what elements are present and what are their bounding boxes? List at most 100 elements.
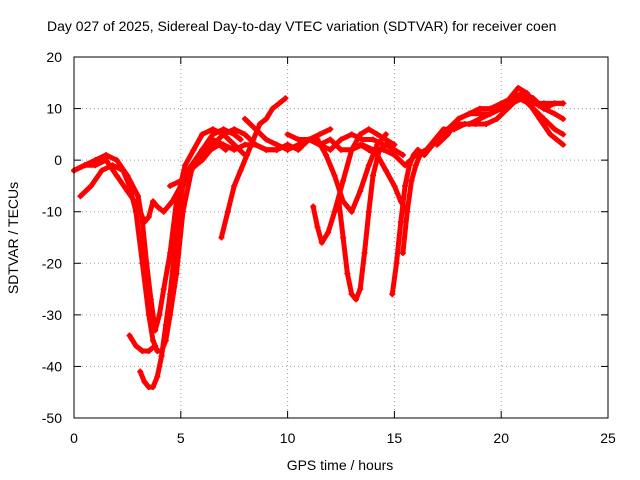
data-point-marker (327, 126, 334, 133)
data-point-marker (402, 182, 409, 189)
data-point-marker (338, 146, 344, 153)
data-point-marker (113, 172, 120, 179)
data-point-marker (560, 100, 567, 107)
x-tick-label: 20 (493, 430, 509, 446)
data-point-marker (382, 167, 389, 174)
x-tick-label: 25 (600, 430, 616, 446)
data-point-marker (423, 146, 430, 153)
data-point-marker (551, 100, 558, 107)
data-point-marker (532, 100, 539, 107)
data-point-marker (154, 203, 161, 210)
data-point-marker (391, 146, 398, 153)
data-point-marker (357, 141, 364, 148)
data-point-marker (231, 131, 238, 138)
data-point-marker (404, 208, 411, 215)
data-point-marker (560, 115, 567, 122)
y-axis-label: SDTVAR / TECUs (5, 182, 21, 294)
x-tick-label: 5 (177, 430, 185, 446)
data-point-marker (327, 136, 334, 143)
data-point-marker (160, 208, 167, 215)
data-point-marker (269, 105, 276, 112)
data-point-marker (132, 208, 139, 215)
data-point-marker (551, 126, 558, 133)
data-point-marker (237, 167, 244, 174)
series-line-track-15 (285, 131, 387, 153)
series-line-track-2 (71, 126, 248, 333)
data-point-marker (515, 84, 522, 91)
data-point-marker (444, 131, 451, 138)
data-point-marker (141, 378, 148, 385)
y-tick-label: -40 (42, 358, 62, 374)
data-point-marker (145, 213, 152, 220)
data-point-marker (231, 141, 238, 148)
data-point-marker (461, 121, 468, 128)
data-point-marker (370, 172, 377, 179)
data-point-marker (241, 141, 248, 148)
data-point-marker (374, 131, 381, 138)
data-point-marker (263, 115, 270, 122)
data-point-marker (250, 136, 257, 143)
data-point-marker (190, 146, 197, 153)
y-tick-label: 10 (46, 101, 62, 117)
data-point-marker (359, 136, 366, 143)
data-point-marker (231, 182, 238, 189)
data-point-marker (156, 311, 163, 318)
data-point-marker (560, 131, 567, 138)
data-point-marker (88, 182, 95, 189)
data-point-marker (263, 146, 270, 153)
data-point-marker (399, 151, 406, 158)
data-point-marker (160, 286, 167, 293)
data-point-marker (216, 141, 223, 148)
data-point-marker (393, 260, 400, 267)
data-point-marker (338, 136, 344, 143)
data-point-marker (167, 291, 174, 298)
data-point-marker (152, 342, 159, 349)
data-point-marker (382, 131, 389, 138)
data-point-marker (199, 151, 206, 158)
data-point-marker (357, 188, 364, 195)
data-point-marker (365, 146, 372, 153)
data-point-marker (397, 198, 404, 205)
data-point-marker (220, 131, 227, 138)
x-tick-label: 10 (280, 430, 296, 446)
data-point-marker (276, 100, 283, 107)
data-point-marker (408, 177, 415, 184)
data-point-marker (340, 177, 347, 184)
data-point-marker (81, 162, 88, 169)
data-point-marker (282, 95, 289, 102)
data-point-marker (209, 141, 216, 148)
data-point-marker (316, 141, 323, 148)
data-point-marker (120, 167, 127, 174)
data-point-marker (498, 105, 505, 112)
data-point-marker (241, 131, 248, 138)
data-point-marker (145, 347, 152, 354)
data-point-marker (397, 219, 404, 226)
data-point-marker (145, 311, 152, 318)
data-point-marker (137, 368, 144, 375)
data-point-marker (167, 182, 174, 189)
data-point-marker (273, 146, 280, 153)
series-group (71, 84, 567, 391)
data-point-marker (361, 249, 368, 256)
data-point-marker (209, 131, 216, 138)
data-point-marker (150, 198, 157, 205)
series-line-track-7 (218, 95, 288, 240)
data-point-marker (551, 110, 558, 117)
data-point-marker (357, 286, 364, 293)
data-point-marker (323, 151, 330, 158)
data-point-marker (476, 105, 483, 112)
chart-title: Day 027 of 2025, Sidereal Day-to-day VTE… (47, 18, 556, 34)
data-point-marker (560, 141, 567, 148)
data-point-marker (244, 151, 251, 158)
data-point-marker (412, 162, 419, 169)
data-point-marker (158, 353, 165, 360)
data-point-marker (340, 234, 347, 241)
data-point-marker (523, 90, 530, 97)
data-point-marker (547, 131, 554, 138)
data-point-marker (399, 249, 406, 256)
data-point-marker (380, 141, 387, 148)
data-point-marker (310, 203, 317, 210)
data-point-marker (284, 141, 291, 148)
data-point-marker (109, 162, 116, 169)
